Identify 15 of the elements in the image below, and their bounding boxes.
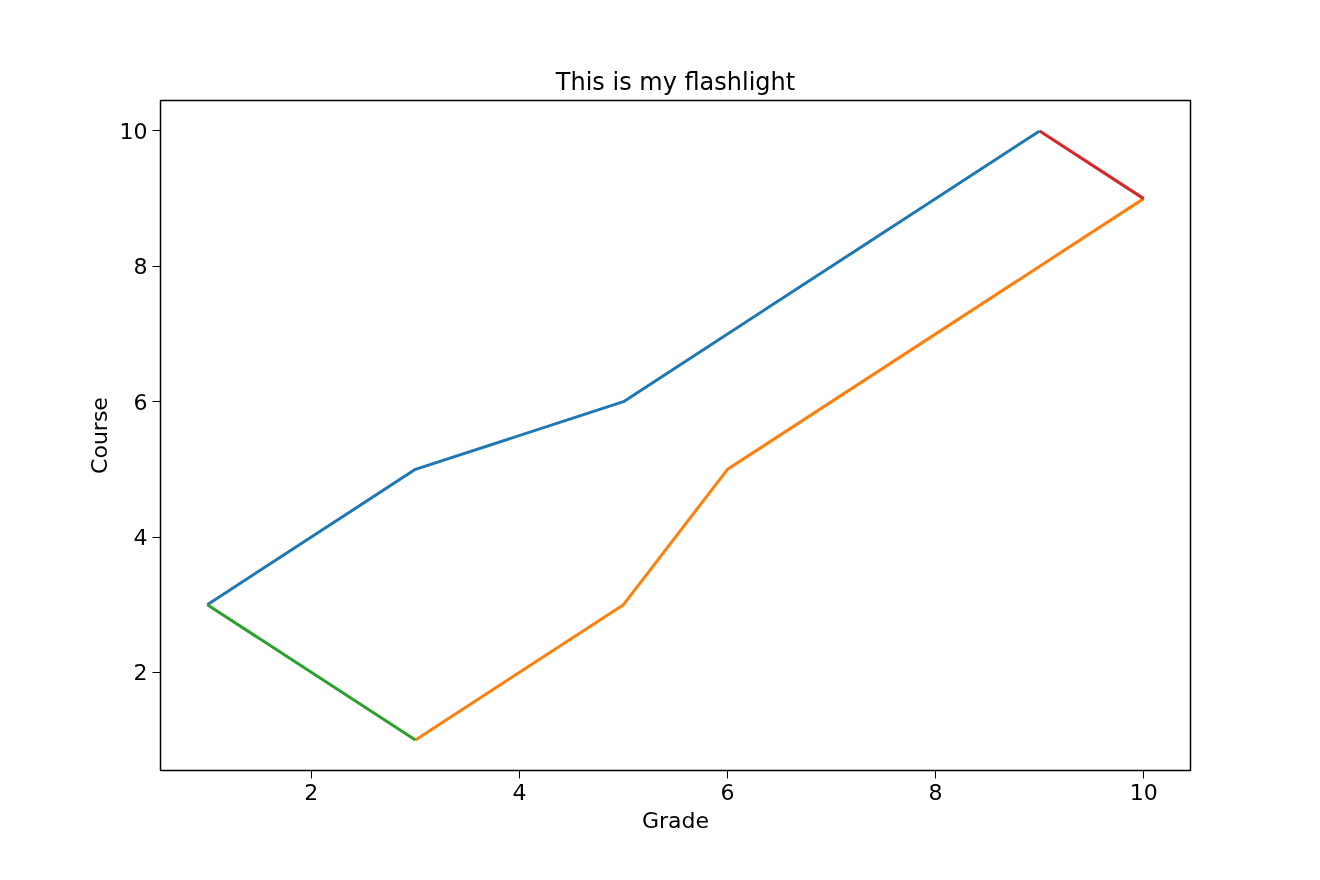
y-axis-title: Course [86, 397, 112, 474]
x-tick-label: 2 [304, 779, 319, 805]
y-tick-label: 2 [133, 660, 148, 686]
line-series [205, 129, 1042, 607]
chart-title: This is my flashlight [554, 67, 796, 96]
x-tick-label: 6 [720, 779, 735, 805]
y-tick-label: 6 [133, 389, 148, 415]
y-tick-label: 10 [119, 118, 148, 144]
x-tick-label: 4 [512, 779, 527, 805]
x-tick-label: 10 [1129, 779, 1158, 805]
x-axis-title: Grade [641, 807, 710, 833]
x-tick-label: 8 [928, 779, 943, 805]
y-tick-label: 4 [133, 525, 148, 551]
line-series [413, 197, 1146, 742]
y-tick-label: 8 [133, 254, 148, 280]
